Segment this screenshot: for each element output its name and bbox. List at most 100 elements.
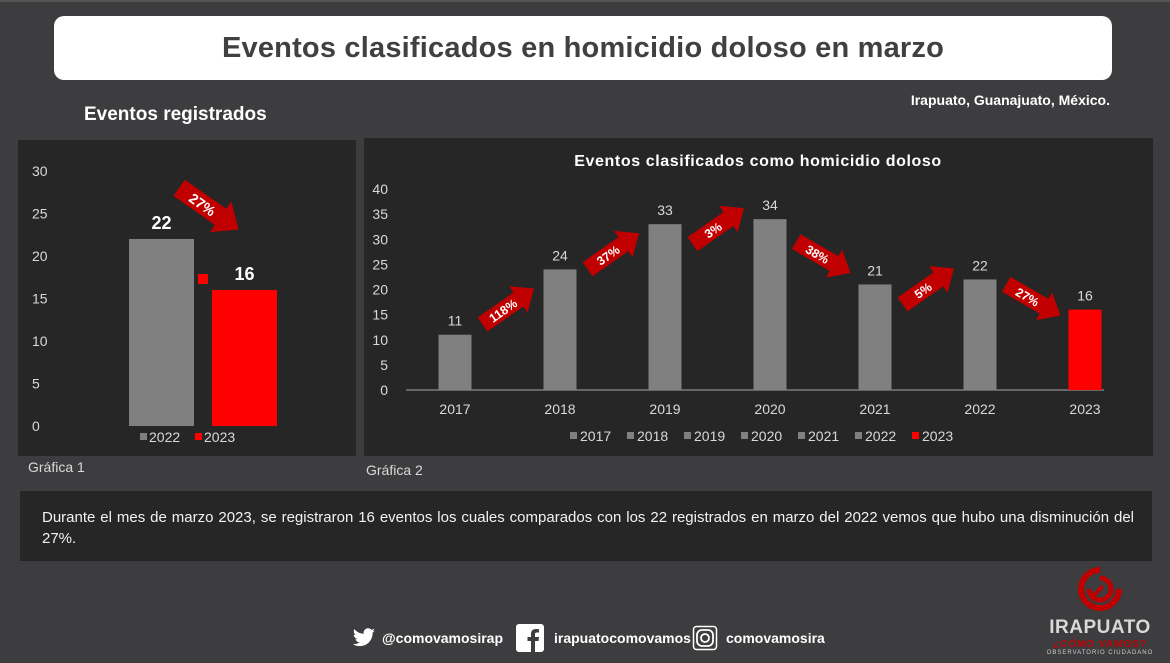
legend-swatch-2019 bbox=[684, 432, 691, 439]
change-arrow-2020-2021: 38% bbox=[791, 234, 851, 278]
chart1-panel: 0 5 10 15 20 25 30 22 16 2022 2023 27% bbox=[18, 140, 356, 456]
logo-line3: OBSERVATORIO CIUDADANO bbox=[1046, 650, 1154, 656]
x-tick-label-2022: 2022 bbox=[964, 401, 995, 417]
legend-label-2018: 2018 bbox=[637, 428, 668, 444]
twitter-handle: @comovamosirap bbox=[382, 630, 504, 646]
chart1-caption: Gráfica 1 bbox=[28, 459, 85, 475]
x-tick-label-2023: 2023 bbox=[1069, 401, 1100, 417]
x-tick-label-2018: 2018 bbox=[544, 401, 575, 417]
legend-label-2020: 2020 bbox=[751, 428, 782, 444]
change-arrow-2020-2021-shape bbox=[791, 234, 851, 278]
logo-line1: IRAPUATO bbox=[1049, 617, 1151, 638]
chart2-svg: Eventos clasificados como homicidio dolo… bbox=[372, 153, 1104, 444]
x-tick-label-2020: 2020 bbox=[754, 401, 785, 417]
summary-text: Durante el mes de marzo 2023, se registr… bbox=[42, 509, 1134, 547]
instagram-link[interactable]: comovamosira bbox=[692, 624, 825, 652]
chart1-svg: 0 5 10 15 20 25 30 22 16 2022 2023 27% bbox=[32, 163, 277, 445]
bar-2017 bbox=[438, 334, 472, 390]
facebook-icon bbox=[516, 624, 544, 652]
change-arrow-2017-2018: 118% bbox=[477, 286, 534, 332]
x-tick-label-2017: 2017 bbox=[439, 401, 470, 417]
y-tick-label: 15 bbox=[32, 291, 48, 307]
y-tick-label: 30 bbox=[32, 163, 48, 179]
legend-swatch-2023 bbox=[912, 432, 919, 439]
y-tick-label: 20 bbox=[32, 248, 48, 264]
page-title: Eventos clasificados en homicidio doloso… bbox=[221, 31, 945, 64]
legend-swatch-2021 bbox=[798, 432, 805, 439]
bar-2022 bbox=[963, 279, 997, 390]
bar-2022 bbox=[129, 239, 194, 426]
change-arrow-2018-2019-shape bbox=[582, 230, 639, 277]
change-arrow-2021-2022-shape bbox=[897, 266, 954, 312]
change-arrow-2021-2022: 5% bbox=[897, 266, 954, 312]
data-label-2023: 16 bbox=[234, 264, 254, 284]
location-label: Irapuato, Guanajuato, México. bbox=[910, 92, 1110, 108]
bar-2021 bbox=[858, 284, 892, 390]
y-tick-label: 10 bbox=[32, 333, 48, 349]
facebook-link[interactable]: irapuatocomovamos bbox=[516, 624, 691, 652]
summary-box: Durante el mes de marzo 2023, se registr… bbox=[20, 491, 1152, 561]
legend-swatch-2018 bbox=[627, 432, 634, 439]
y-tick-label: 20 bbox=[372, 282, 388, 298]
x-tick-label-2019: 2019 bbox=[649, 401, 680, 417]
change-arrow-2017-2018-shape bbox=[477, 286, 534, 332]
legend-label-2023: 2023 bbox=[922, 428, 953, 444]
change-arrow-27: 27% bbox=[173, 179, 239, 233]
bar-2018 bbox=[543, 269, 577, 390]
y-tick-label: 35 bbox=[372, 206, 388, 222]
chart2-title: Eventos clasificados como homicidio dolo… bbox=[574, 153, 942, 170]
y-tick-label: 30 bbox=[372, 231, 388, 247]
chart2-panel: Eventos clasificados como homicidio dolo… bbox=[364, 138, 1153, 456]
y-tick-label: 25 bbox=[372, 256, 388, 272]
y-tick-label: 0 bbox=[32, 418, 40, 434]
data-label-2019: 33 bbox=[657, 202, 673, 218]
legend-label-2022: 2022 bbox=[865, 428, 896, 444]
legend-swatch-2022 bbox=[855, 432, 862, 439]
y-tick-label: 40 bbox=[372, 181, 388, 197]
x-tick-label-2021: 2021 bbox=[859, 401, 890, 417]
change-arrow-2019-2020-shape bbox=[687, 205, 744, 252]
data-label-2023: 16 bbox=[1077, 288, 1093, 304]
legend-swatch-2023 bbox=[195, 433, 202, 440]
twitter-link[interactable]: @comovamosirap bbox=[352, 624, 503, 652]
change-arrow-2022-2023-shape bbox=[1001, 276, 1061, 321]
instagram-handle: comovamosira bbox=[726, 630, 825, 646]
chart2-caption: Gráfica 2 bbox=[366, 462, 423, 478]
data-label-2017: 11 bbox=[448, 313, 463, 329]
legend-label-2021: 2021 bbox=[808, 428, 839, 444]
legend-label-2017: 2017 bbox=[580, 428, 611, 444]
y-tick-label: 15 bbox=[372, 307, 388, 323]
facebook-handle: irapuatocomovamos bbox=[554, 630, 691, 646]
bar-2023 bbox=[212, 290, 277, 426]
title-banner: Eventos clasificados en homicidio doloso… bbox=[54, 16, 1112, 80]
bar-2023 bbox=[1068, 309, 1102, 390]
y-tick-label: 5 bbox=[380, 357, 388, 373]
legend-swatch-2022 bbox=[140, 433, 147, 440]
data-label-2022: 22 bbox=[151, 213, 171, 233]
data-label-2021: 21 bbox=[867, 262, 883, 278]
legend-label-2023: 2023 bbox=[204, 429, 235, 445]
legend-label-2022: 2022 bbox=[149, 429, 180, 445]
data-label-2022: 22 bbox=[972, 257, 988, 273]
data-label-2020: 34 bbox=[762, 197, 778, 213]
data-label-2018: 24 bbox=[552, 247, 568, 263]
logo-mark-icon bbox=[1078, 567, 1122, 611]
top-border bbox=[0, 0, 1170, 2]
y-tick-label: 5 bbox=[32, 376, 40, 392]
bar-2019 bbox=[648, 224, 682, 390]
bar-2020 bbox=[753, 219, 787, 390]
section-title: Eventos registrados bbox=[84, 104, 267, 125]
twitter-icon bbox=[352, 628, 375, 647]
change-arrow-2022-2023: 27% bbox=[1001, 276, 1061, 321]
legend-marker-stray bbox=[198, 274, 208, 284]
logo-line2: ¿CÓMO VAMOS? bbox=[1052, 639, 1148, 650]
instagram-icon bbox=[692, 625, 718, 651]
y-tick-label: 0 bbox=[380, 382, 388, 398]
change-arrow-2019-2020: 3% bbox=[687, 205, 744, 252]
change-arrow-27-shape bbox=[173, 179, 239, 233]
legend-swatch-2020 bbox=[741, 432, 748, 439]
legend-swatch-2017 bbox=[570, 432, 577, 439]
logo: IRAPUATO ¿CÓMO VAMOS? OBSERVATORIO CIUDA… bbox=[1040, 566, 1160, 661]
legend-label-2019: 2019 bbox=[694, 428, 725, 444]
change-arrow-2018-2019: 37% bbox=[582, 230, 639, 277]
